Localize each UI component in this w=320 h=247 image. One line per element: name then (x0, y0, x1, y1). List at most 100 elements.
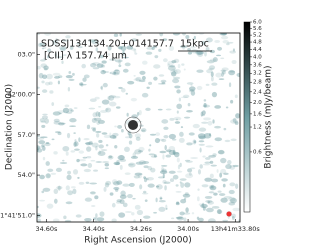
noise-blob (215, 72, 222, 78)
noise-blob (47, 55, 50, 59)
x-tick-label: 34.26s (130, 225, 153, 233)
noise-blob (128, 133, 133, 139)
noise-blob (109, 94, 117, 98)
noise-blob (134, 149, 142, 155)
noise-blob (216, 209, 222, 215)
noise-blob (135, 161, 144, 165)
noise-blob (220, 57, 225, 60)
noise-blob (62, 159, 65, 162)
noise-blob (88, 140, 94, 146)
noise-blob (44, 33, 52, 36)
noise-blob (206, 69, 213, 74)
noise-blob (51, 138, 55, 141)
noise-blob (187, 168, 193, 173)
noise-blob (89, 182, 98, 185)
noise-blob (218, 193, 226, 196)
noise-blob (158, 138, 165, 141)
noise-blob (130, 155, 139, 159)
noise-blob (186, 82, 194, 85)
noise-blob (185, 34, 190, 39)
noise-blob (121, 128, 124, 133)
noise-blob (177, 164, 181, 170)
colorbar-tick-label: 4.0 (253, 54, 262, 60)
noise-blob (82, 156, 88, 159)
noise-blob (71, 186, 76, 189)
noise-blob (179, 45, 188, 48)
noise-blob (225, 106, 229, 109)
noise-blob (161, 164, 168, 167)
noise-blob (211, 184, 215, 189)
noise-blob (62, 54, 67, 57)
noise-blob (40, 63, 48, 68)
noise-blob (168, 146, 176, 151)
noise-blob (226, 43, 230, 46)
noise-blob (112, 181, 120, 186)
noise-blob (164, 144, 167, 151)
noise-blob (183, 217, 187, 222)
noise-blob (114, 145, 118, 149)
noise-blob (170, 71, 177, 77)
noise-blob (203, 99, 207, 102)
x-tick-label: 13h41m33.80s (211, 225, 261, 233)
noise-blob (235, 113, 240, 119)
noise-blob (54, 131, 61, 134)
x-axis-label: Right Ascension (J2000) (84, 236, 191, 246)
noise-blob (57, 80, 60, 85)
noise-blob (173, 70, 176, 72)
noise-blob (176, 103, 183, 110)
noise-blob (146, 177, 154, 181)
noise-blob (138, 79, 146, 83)
noise-blob (128, 140, 133, 145)
noise-blob (138, 110, 142, 116)
noise-blob (84, 142, 93, 145)
noise-blob (172, 149, 176, 155)
noise-blob (41, 124, 46, 129)
noise-blob (70, 109, 74, 113)
noise-blob (162, 38, 168, 41)
noise-blob (53, 188, 59, 194)
plot-frame (36, 32, 241, 223)
noise-blob (229, 70, 235, 73)
noise-blob (148, 148, 151, 152)
noise-blob (210, 71, 214, 77)
noise-blob (45, 73, 53, 80)
noise-blob (190, 157, 198, 159)
noise-blob (218, 78, 225, 81)
noise-blob (52, 43, 58, 46)
noise-blob (108, 155, 113, 158)
noise-blob (155, 132, 161, 137)
noise-blob (118, 154, 125, 161)
noise-blob (203, 103, 207, 108)
noise-blob (91, 40, 99, 45)
noise-blob (189, 89, 196, 92)
noise-blob (203, 163, 211, 166)
noise-blob (95, 145, 98, 151)
noise-blob (170, 217, 175, 220)
noise-blob (146, 86, 150, 89)
noise-blob (41, 115, 48, 120)
noise-blob (132, 152, 137, 158)
noise-blob (67, 87, 71, 92)
noise-blob (67, 190, 74, 196)
noise-blob (118, 86, 123, 89)
noise-blob (88, 39, 96, 43)
noise-blob (72, 169, 79, 175)
noise-blob (104, 162, 110, 167)
noise-blob (59, 112, 62, 115)
noise-blob (128, 182, 135, 187)
noise-blob (64, 104, 70, 108)
noise-blob (167, 60, 174, 66)
noise-blob (73, 141, 77, 147)
noise-blob (133, 78, 140, 81)
noise-blob (127, 194, 133, 199)
noise-blob (44, 118, 50, 124)
noise-blob (81, 63, 86, 69)
noise-blob (130, 97, 138, 102)
noise-blob (107, 96, 111, 101)
noise-blob (173, 116, 182, 121)
noise-blob (177, 64, 181, 69)
noise-blob (199, 164, 203, 169)
noise-blob (164, 185, 167, 191)
noise-blob (60, 47, 66, 52)
noise-blob (39, 42, 46, 47)
